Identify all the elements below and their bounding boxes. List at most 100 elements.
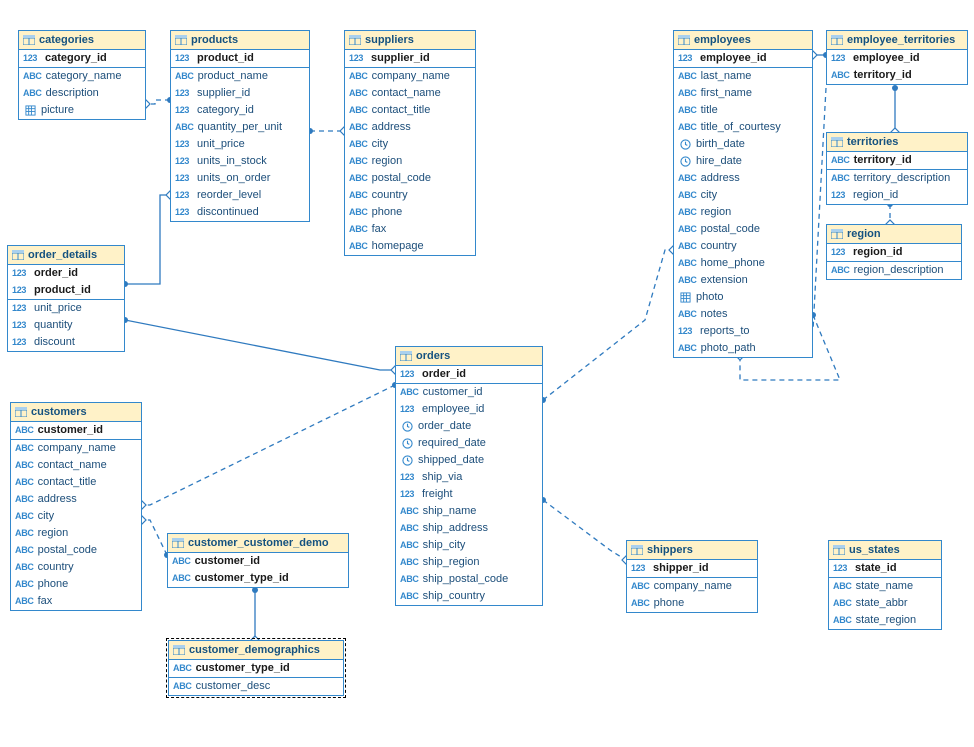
table-header[interactable]: employees (674, 31, 812, 50)
column-row[interactable]: hire_date (674, 153, 812, 170)
column-row[interactable]: ABCcity (674, 187, 812, 204)
column-row[interactable]: ABCcountry (345, 187, 475, 204)
column-row[interactable]: ABCcompany_name (345, 68, 475, 85)
column-row[interactable]: ABCphoto_path (674, 340, 812, 357)
column-row[interactable]: ABCextension (674, 272, 812, 289)
column-row[interactable]: ABCcustomer_id (168, 553, 348, 570)
column-row[interactable]: 123product_id (8, 282, 124, 300)
table-shippers[interactable]: shippers123shipper_idABCcompany_nameABCp… (626, 540, 758, 613)
column-row[interactable]: 123freight (396, 486, 542, 503)
table-header[interactable]: territories (827, 133, 967, 152)
table-header[interactable]: suppliers (345, 31, 475, 50)
column-row[interactable]: ABCcompany_name (627, 578, 757, 595)
column-row[interactable]: ABCship_postal_code (396, 571, 542, 588)
column-row[interactable]: ABCfirst_name (674, 85, 812, 102)
table-header[interactable]: order_details (8, 246, 124, 265)
column-row[interactable]: 123state_id (829, 560, 941, 578)
table-customer_demographics[interactable]: customer_demographicsABCcustomer_type_id… (168, 640, 344, 696)
table-products[interactable]: products123product_idABCproduct_name123s… (170, 30, 310, 222)
table-order_details[interactable]: order_details123order_id123product_id123… (7, 245, 125, 352)
table-suppliers[interactable]: suppliers123supplier_idABCcompany_nameAB… (344, 30, 476, 256)
column-row[interactable]: 123order_id (396, 366, 542, 384)
column-row[interactable]: ABCphone (11, 576, 141, 593)
column-row[interactable]: ABCship_country (396, 588, 542, 605)
column-row[interactable]: ABCfax (11, 593, 141, 610)
table-header[interactable]: customer_demographics (169, 641, 343, 660)
column-row[interactable]: 123employee_id (674, 50, 812, 68)
column-row[interactable]: 123ship_via (396, 469, 542, 486)
column-row[interactable]: 123category_id (171, 102, 309, 119)
table-territories[interactable]: territoriesABCterritory_idABCterritory_d… (826, 132, 968, 205)
column-row[interactable]: ABCphone (627, 595, 757, 612)
column-row[interactable]: ABCproduct_name (171, 68, 309, 85)
column-row[interactable]: 123units_on_order (171, 170, 309, 187)
column-row[interactable]: ABCcompany_name (11, 440, 141, 457)
column-row[interactable]: 123supplier_id (171, 85, 309, 102)
column-row[interactable]: shipped_date (396, 452, 542, 469)
column-row[interactable]: 123unit_price (8, 300, 124, 317)
column-row[interactable]: ABCcontact_name (11, 457, 141, 474)
column-row[interactable]: 123reorder_level (171, 187, 309, 204)
column-row[interactable]: 123employee_id (827, 50, 967, 67)
table-header[interactable]: region (827, 225, 961, 244)
column-row[interactable]: ABChomepage (345, 238, 475, 255)
column-row[interactable]: required_date (396, 435, 542, 452)
column-row[interactable]: ABCcustomer_desc (169, 678, 343, 695)
column-row[interactable]: ABCterritory_description (827, 170, 967, 187)
column-row[interactable]: 123employee_id (396, 401, 542, 418)
column-row[interactable]: ABCpostal_code (11, 542, 141, 559)
table-header[interactable]: categories (19, 31, 145, 50)
column-row[interactable]: ABCpostal_code (345, 170, 475, 187)
table-header[interactable]: customers (11, 403, 141, 422)
column-row[interactable]: ABCregion (674, 204, 812, 221)
column-row[interactable]: 123supplier_id (345, 50, 475, 68)
table-customers[interactable]: customersABCcustomer_idABCcompany_nameAB… (10, 402, 142, 611)
column-row[interactable]: 123discount (8, 334, 124, 351)
column-row[interactable]: ABCphone (345, 204, 475, 221)
table-region[interactable]: region123region_idABCregion_description (826, 224, 962, 280)
table-header[interactable]: orders (396, 347, 542, 366)
column-row[interactable]: ABCquantity_per_unit (171, 119, 309, 136)
column-row[interactable]: birth_date (674, 136, 812, 153)
column-row[interactable]: ABCcountry (674, 238, 812, 255)
column-row[interactable]: ABCterritory_id (827, 67, 967, 84)
column-row[interactable]: photo (674, 289, 812, 306)
column-row[interactable]: ABCship_name (396, 503, 542, 520)
column-row[interactable]: 123unit_price (171, 136, 309, 153)
column-row[interactable]: ABCterritory_id (827, 152, 967, 170)
column-row[interactable]: ABCcustomer_type_id (169, 660, 343, 678)
column-row[interactable]: 123product_id (171, 50, 309, 68)
column-row[interactable]: ABCcustomer_id (11, 422, 141, 440)
table-header[interactable]: customer_customer_demo (168, 534, 348, 553)
column-row[interactable]: ABCcustomer_type_id (168, 570, 348, 587)
table-customer_customer_demo[interactable]: customer_customer_demoABCcustomer_idABCc… (167, 533, 349, 588)
column-row[interactable]: ABCaddress (674, 170, 812, 187)
table-employees[interactable]: employees123employee_idABClast_nameABCfi… (673, 30, 813, 358)
column-row[interactable]: ABCnotes (674, 306, 812, 323)
column-row[interactable]: ABCstate_abbr (829, 595, 941, 612)
column-row[interactable]: ABCship_address (396, 520, 542, 537)
column-row[interactable]: 123discontinued (171, 204, 309, 221)
column-row[interactable]: ABCregion_description (827, 262, 961, 279)
column-row[interactable]: ABCregion (345, 153, 475, 170)
column-row[interactable]: ABCcity (345, 136, 475, 153)
column-row[interactable]: ABCcountry (11, 559, 141, 576)
table-us_states[interactable]: us_states123state_idABCstate_nameABCstat… (828, 540, 942, 630)
table-header[interactable]: employee_territories (827, 31, 967, 50)
column-row[interactable]: 123shipper_id (627, 560, 757, 578)
column-row[interactable]: ABCcontact_name (345, 85, 475, 102)
column-row[interactable]: 123region_id (827, 244, 961, 262)
column-row[interactable]: ABCaddress (345, 119, 475, 136)
column-row[interactable]: ABCcity (11, 508, 141, 525)
column-row[interactable]: ABCstate_name (829, 578, 941, 595)
column-row[interactable]: ABCfax (345, 221, 475, 238)
column-row[interactable]: ABCpostal_code (674, 221, 812, 238)
column-row[interactable]: 123region_id (827, 187, 967, 204)
column-row[interactable]: 123quantity (8, 317, 124, 334)
column-row[interactable]: ABCship_city (396, 537, 542, 554)
column-row[interactable]: ABCcustomer_id (396, 384, 542, 401)
column-row[interactable]: ABCstate_region (829, 612, 941, 629)
column-row[interactable]: 123category_id (19, 50, 145, 68)
table-header[interactable]: products (171, 31, 309, 50)
table-categories[interactable]: categories123category_idABCcategory_name… (18, 30, 146, 120)
